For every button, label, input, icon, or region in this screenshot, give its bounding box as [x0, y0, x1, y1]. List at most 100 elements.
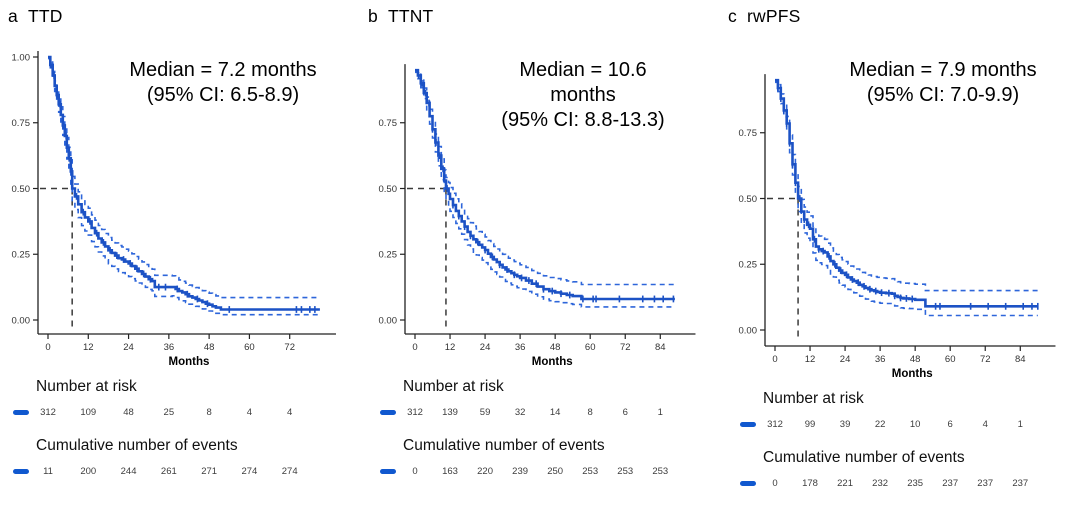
- at-risk-value: 14: [549, 407, 561, 418]
- x-tick-label: 48: [910, 354, 921, 365]
- events-value: 200: [80, 466, 97, 477]
- at-risk-value: 25: [163, 407, 175, 418]
- events-value: 232: [872, 478, 889, 489]
- at-risk-row: 312 99 39 22 10 6 4 1: [720, 418, 1080, 432]
- events-value: 253: [652, 466, 669, 477]
- km-curve: [48, 55, 320, 311]
- events-row: 11 200 244 261 271 274 274: [0, 465, 360, 479]
- events-value: 239: [512, 466, 529, 477]
- x-tick-label: 36: [515, 342, 526, 353]
- x-tick-label: 48: [204, 342, 215, 353]
- events-value: 237: [977, 478, 994, 489]
- series-legend-dash: [740, 481, 756, 486]
- x-axis-title: Months: [532, 356, 573, 368]
- events-value: 253: [617, 466, 634, 477]
- ci-lower-curve: [48, 57, 320, 316]
- events-value: 0: [412, 466, 418, 477]
- at-risk-value: 8: [587, 407, 593, 418]
- panel-name: rwPFS: [746, 6, 801, 26]
- x-axis-title: Months: [169, 356, 210, 368]
- ci-lower-curve: [415, 71, 675, 308]
- at-risk-value: 4: [246, 407, 253, 418]
- y-tick-label: 0.50: [739, 194, 758, 205]
- x-tick-label: 0: [772, 354, 777, 365]
- events-value: 274: [241, 466, 258, 477]
- events-value: 0: [772, 478, 778, 489]
- events-row: 0 178 221 232 235 237 237 237: [720, 477, 1080, 491]
- y-tick-label: 0.25: [739, 260, 758, 271]
- x-tick-label: 24: [840, 354, 851, 365]
- events-heading: Cumulative number of events: [763, 449, 965, 466]
- events-value: 237: [1012, 478, 1029, 489]
- km-chart-ttnt: 0.75 0.50 0.25 0.00 0 12 24 36 48 60 72 84 Months: [379, 64, 696, 368]
- y-tick-label: 0.25: [379, 250, 398, 261]
- annotation-line: (95% CI: 6.5-8.9): [146, 84, 300, 106]
- x-tick-label: 60: [585, 342, 596, 353]
- at-risk-value: 4: [287, 407, 293, 418]
- x-tick-label: 24: [480, 342, 491, 353]
- x-tick-label: 72: [980, 354, 991, 365]
- y-tick-label: 0.00: [379, 315, 398, 326]
- chart-area-rwpfs: 0.75 0.50 0.25 0.00 0 12 24 36 48 60 72 84 Months Me…: [720, 28, 1080, 384]
- at-risk-row: 312 109 48 25 8 4 4: [0, 406, 360, 420]
- at-risk-heading: Number at risk: [36, 378, 137, 395]
- x-tick-label: 12: [445, 342, 456, 353]
- panel-ttd: a TTD 1.00 0.75 0.50 0.25 0.00 0 12 24 36 48 60 72 Mo…: [0, 0, 360, 512]
- x-tick-label: 60: [244, 342, 255, 353]
- y-tick-label: 0.75: [12, 118, 31, 129]
- ci-upper-curve: [48, 56, 320, 299]
- ci-upper-curve: [415, 69, 675, 286]
- x-tick-label: 0: [412, 342, 417, 353]
- panel-letter: b: [368, 6, 378, 26]
- x-tick-label: 0: [45, 342, 50, 353]
- at-risk-value: 4: [982, 419, 988, 430]
- events-value: 235: [907, 478, 924, 489]
- series-legend-dash: [13, 469, 29, 474]
- series-legend-dash: [13, 410, 29, 415]
- x-tick-label: 12: [805, 354, 816, 365]
- ci-lower-curve: [775, 81, 1038, 317]
- y-tick-label: 0.00: [12, 315, 31, 326]
- panel-title-ttd: a TTD: [0, 0, 360, 28]
- events-value: 271: [201, 466, 218, 477]
- annotation-line: (95% CI: 7.0-9.9): [866, 84, 1020, 106]
- events-value: 221: [837, 478, 854, 489]
- at-risk-value: 6: [947, 419, 953, 430]
- y-tick-label: 0.50: [12, 184, 31, 195]
- annotation-line: Median = 7.2 months: [129, 59, 317, 81]
- km-chart-rwpfs: 0.75 0.50 0.25 0.00 0 12 24 36 48 60 72 84 Months: [739, 74, 1056, 380]
- events-value: 250: [547, 466, 564, 477]
- events-value: 178: [802, 478, 818, 489]
- series-legend-dash: [380, 410, 396, 415]
- events-value: 163: [442, 466, 458, 477]
- x-tick-label: 84: [655, 342, 666, 353]
- series-legend-dash: [740, 422, 756, 427]
- x-tick-label: 12: [83, 342, 94, 353]
- x-tick-label: 36: [164, 342, 175, 353]
- annotation-line: months: [550, 84, 616, 106]
- y-tick-label: 0.75: [379, 118, 398, 129]
- at-risk-row: 312 139 59 32 14 8 6 1: [360, 406, 720, 420]
- panel-title-rwpfs: c rwPFS: [720, 0, 1080, 28]
- panel-rwpfs: c rwPFS 0.75 0.50 0.25 0.00 0 12 24 36 48 60 72 84 Mo…: [720, 0, 1080, 512]
- x-tick-label: 72: [284, 342, 295, 353]
- panel-name: TTD: [27, 6, 63, 26]
- x-axis-title: Months: [892, 368, 933, 380]
- median-annotation-rwpfs: Median = 7.9 months (95% CI: 7.0-9.9): [808, 58, 1078, 108]
- annotation-line: Median = 10.6: [519, 59, 647, 81]
- median-annotation-ttnt: Median = 10.6 months (95% CI: 8.8-13.3): [448, 58, 718, 133]
- y-tick-label: 0.50: [379, 184, 398, 195]
- y-tick-label: 0.00: [739, 325, 758, 336]
- at-risk-value: 139: [442, 407, 458, 418]
- annotation-line: Median = 7.9 months: [849, 59, 1037, 81]
- at-risk-value: 8: [206, 407, 212, 418]
- annotation-line: (95% CI: 8.8-13.3): [501, 109, 665, 131]
- at-risk-value: 99: [804, 419, 816, 430]
- chart-area-ttnt: 0.75 0.50 0.25 0.00 0 12 24 36 48 60 72 84 Months Me…: [360, 28, 720, 372]
- km-chart-ttd: 1.00 0.75 0.50 0.25 0.00 0 12 24 36 48 60 72 Months: [12, 51, 336, 368]
- panel-name: TTNT: [387, 6, 434, 26]
- at-risk-value: 312: [767, 419, 783, 430]
- events-heading: Cumulative number of events: [403, 437, 605, 454]
- y-tick-label: 0.25: [12, 250, 31, 261]
